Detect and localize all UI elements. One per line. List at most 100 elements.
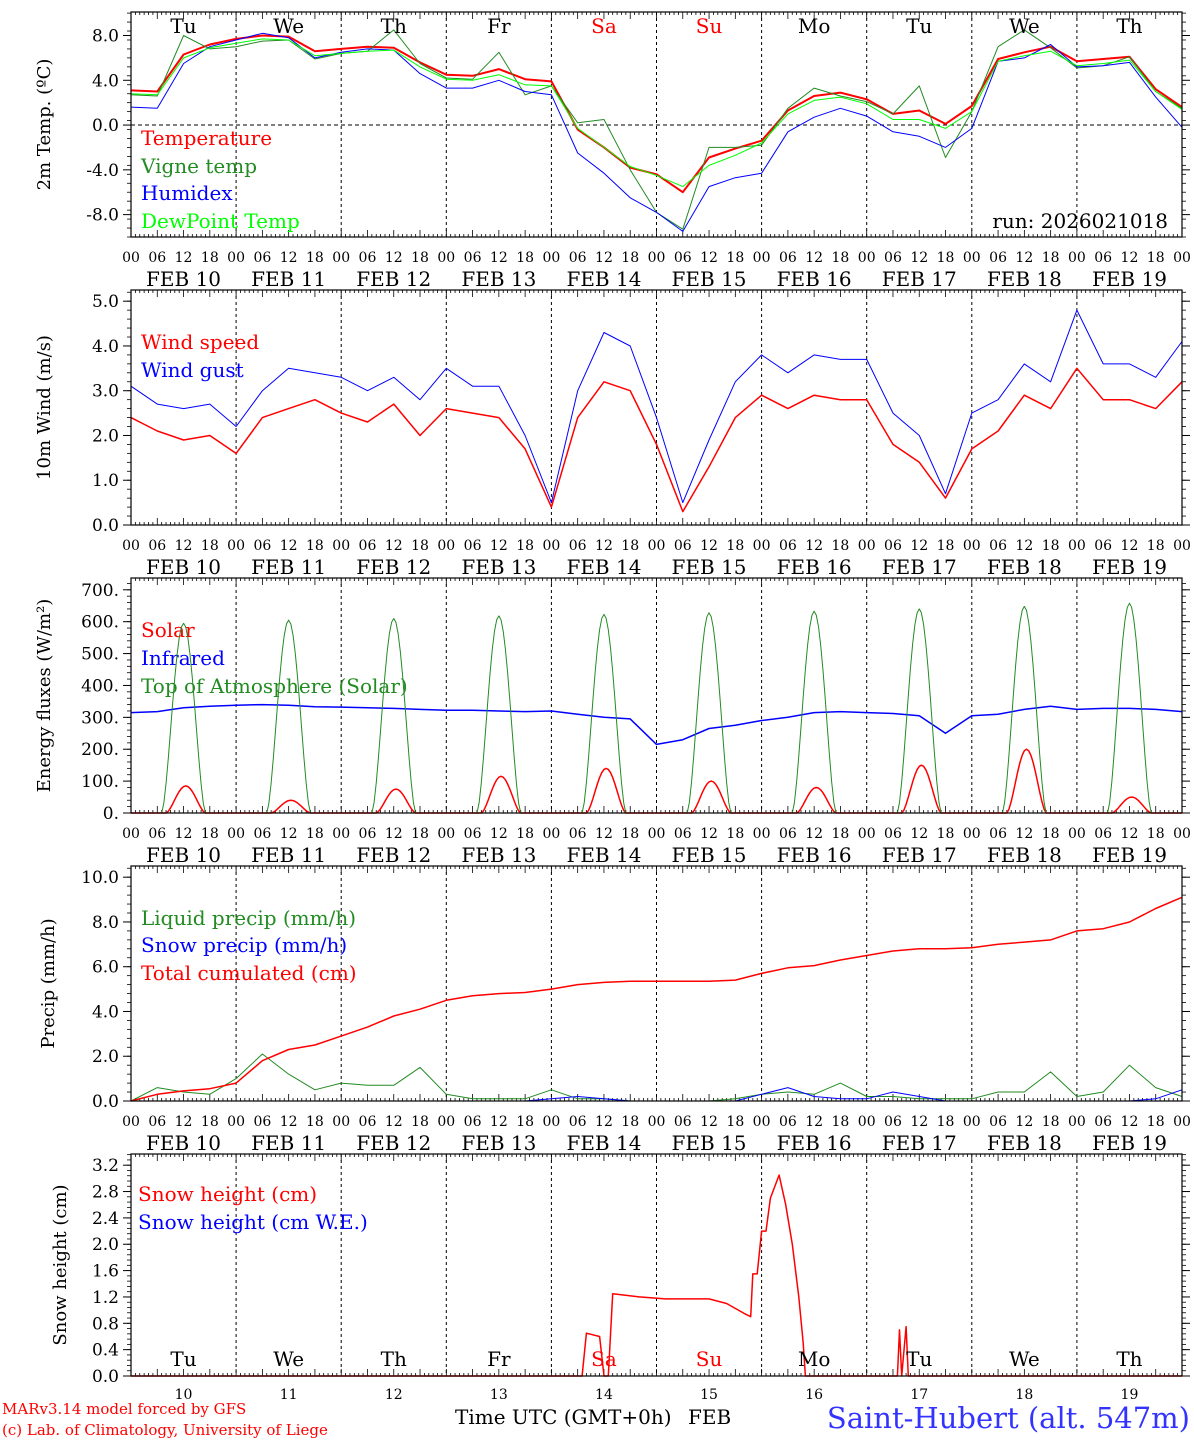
hour-tick-label: 18 <box>726 538 744 554</box>
hour-tick-label: 06 <box>674 538 692 554</box>
hour-tick-label: 00 <box>1068 826 1086 842</box>
series-line-wind-gust <box>130 309 1183 504</box>
day-label: FEB 10 <box>146 555 221 579</box>
hour-tick-label: 12 <box>910 826 928 842</box>
hour-tick-label: 12 <box>1015 1114 1033 1130</box>
weekday-label: Sa <box>591 14 617 38</box>
y-tick-label: 1.2 <box>92 1288 119 1308</box>
hour-tick-label: 18 <box>1147 250 1165 266</box>
day-label: FEB 13 <box>461 843 536 867</box>
hour-tick-label: 12 <box>1121 250 1139 266</box>
y-tick-label: 10.0 <box>81 868 119 888</box>
y-axis-label: Energy fluxes (W/m²) <box>34 599 55 793</box>
hour-tick-label: 06 <box>359 538 377 554</box>
hour-tick-label: 12 <box>805 1114 823 1130</box>
hour-tick-label: 18 <box>832 538 850 554</box>
hour-tick-label: 12 <box>175 250 193 266</box>
hour-tick-label: 12 <box>1121 826 1139 842</box>
hour-tick-label: 06 <box>253 250 271 266</box>
hour-tick-label: 00 <box>437 1114 455 1130</box>
plot-frame <box>130 865 1183 1102</box>
hour-tick-label: 12 <box>700 1114 718 1130</box>
y-tick-label: 4.0 <box>92 71 119 91</box>
hour-tick-label: 06 <box>779 826 797 842</box>
hour-tick-label: 00 <box>1173 250 1191 266</box>
hour-tick-label: 00 <box>542 538 560 554</box>
hour-tick-label: 12 <box>385 538 403 554</box>
hour-tick-label: 18 <box>516 1114 534 1130</box>
hour-tick-label: 06 <box>884 1114 902 1130</box>
panel-4: 10.0 8.0 6.0 4.0 2.0 0.0 Precip (mm/h) Liquid p… <box>38 865 1191 1155</box>
hour-tick-label: 12 <box>910 1114 928 1130</box>
hour-tick-label: 18 <box>937 1114 955 1130</box>
y-tick-label: 0.8 <box>92 1314 119 1334</box>
hour-tick-label: 18 <box>832 826 850 842</box>
hour-tick-label: 06 <box>148 538 166 554</box>
hour-tick-label: 06 <box>464 250 482 266</box>
hour-tick-label: 12 <box>280 538 298 554</box>
hour-tick-label: 12 <box>1015 826 1033 842</box>
y-axis-label: Precip (mm/h) <box>38 918 59 1048</box>
hour-tick-label: 06 <box>779 538 797 554</box>
y-tick-label: 200. <box>81 740 119 760</box>
hour-tick-label: 12 <box>490 1114 508 1130</box>
hour-tick-label: 18 <box>306 1114 324 1130</box>
y-axis-label: Snow height (cm) <box>50 1184 71 1345</box>
plot-frame <box>130 577 1183 814</box>
hour-tick-label: 18 <box>306 538 324 554</box>
y-tick-label: 3.2 <box>92 1156 119 1176</box>
hour-tick-label: 12 <box>1015 250 1033 266</box>
hour-tick-label: 06 <box>674 1114 692 1130</box>
panel-2: 5.0 4.0 3.0 2.0 1.0 0.0 10m Wind (m/s) Wind spe… <box>34 289 1191 579</box>
hour-tick-label: 00 <box>227 250 245 266</box>
day-label: FEB 10 <box>146 843 221 867</box>
y-axis-label: 10m Wind (m/s) <box>34 335 55 480</box>
lab-credit: (c) Lab. of Climatology, University of L… <box>2 1421 328 1439</box>
hour-tick-label: 06 <box>989 826 1007 842</box>
day-label: FEB 16 <box>777 843 852 867</box>
date-label: 15 <box>700 1387 718 1403</box>
hour-tick-label: 18 <box>1147 826 1165 842</box>
legend-entry: Liquid precip (mm/h) <box>141 906 356 930</box>
hour-tick-label: 00 <box>648 250 666 266</box>
hour-tick-label: 18 <box>516 538 534 554</box>
panel-3: 700. 600. 500. 400. 300. 200. 100. 0. Energy flu… <box>34 577 1191 867</box>
hour-tick-label: 12 <box>805 250 823 266</box>
hour-tick-label: 12 <box>490 250 508 266</box>
hour-tick-label: 00 <box>963 826 981 842</box>
hour-tick-label: 18 <box>1147 538 1165 554</box>
hour-tick-label: 00 <box>858 826 876 842</box>
hour-tick-label: 18 <box>1042 538 1060 554</box>
hour-tick-label: 18 <box>832 250 850 266</box>
hour-tick-label: 00 <box>753 1114 771 1130</box>
hour-tick-label: 00 <box>332 250 350 266</box>
hour-tick-label: 18 <box>201 1114 219 1130</box>
day-label: FEB 19 <box>1092 1131 1167 1155</box>
hour-tick-label: 18 <box>832 1114 850 1130</box>
hour-tick-label: 06 <box>569 538 587 554</box>
hour-tick-label: 12 <box>910 250 928 266</box>
day-label: FEB 11 <box>251 555 326 579</box>
hour-tick-label: 18 <box>306 826 324 842</box>
hour-tick-label: 00 <box>858 250 876 266</box>
hour-tick-label: 18 <box>516 826 534 842</box>
hour-tick-label: 00 <box>227 1114 245 1130</box>
hour-tick-label: 12 <box>385 1114 403 1130</box>
hour-tick-label: 00 <box>648 826 666 842</box>
legend-entry: Top of Atmosphere (Solar) <box>141 674 408 698</box>
series-line-wind-speed <box>130 367 1183 513</box>
hour-tick-label: 12 <box>595 826 613 842</box>
day-label: FEB 17 <box>882 1131 957 1155</box>
y-tick-label: 500. <box>81 645 119 665</box>
legend-entry: Solar <box>141 618 195 642</box>
hour-tick-label: 00 <box>858 538 876 554</box>
hour-tick-label: 06 <box>253 538 271 554</box>
date-label: 19 <box>1121 1387 1139 1403</box>
month-label: FEB <box>688 1405 731 1429</box>
hour-tick-label: 06 <box>1094 538 1112 554</box>
date-label: 17 <box>910 1387 928 1403</box>
weekday-label: Fr <box>487 1347 511 1371</box>
y-tick-label: 0. <box>103 804 119 824</box>
